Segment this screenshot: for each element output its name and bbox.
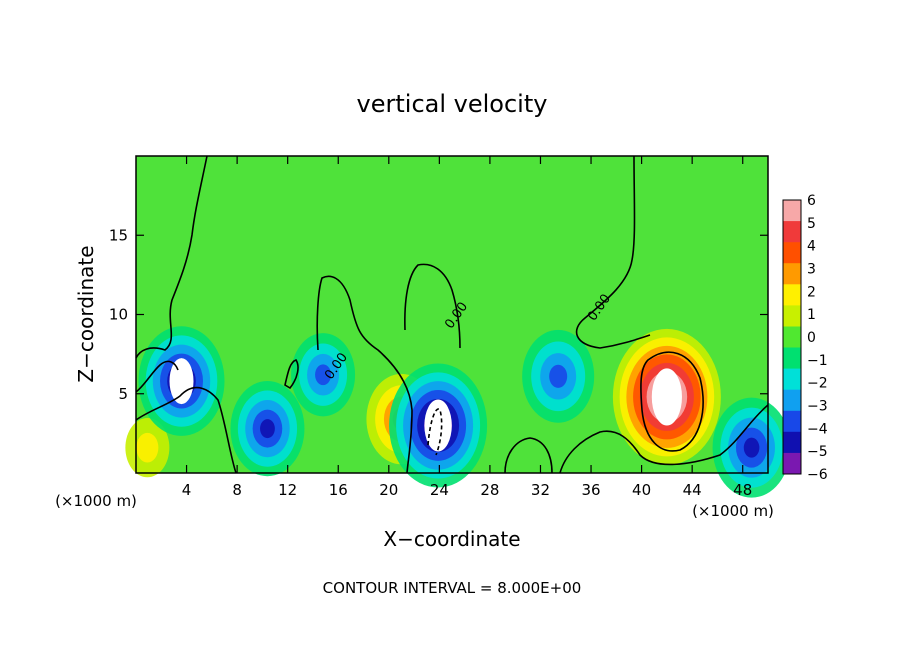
x-tick-label: 8 (232, 481, 242, 499)
colorbar-swatch (783, 410, 801, 433)
heat-blob (138, 326, 225, 436)
heat-level (136, 432, 159, 463)
x-tick-label: 24 (430, 481, 449, 499)
x-tick-label: 28 (480, 481, 499, 499)
heat-blob (612, 328, 721, 465)
heat-blob (389, 363, 488, 488)
x-tick-label: 4 (182, 481, 192, 499)
colorbar-swatch (783, 221, 801, 243)
colorbar-swatch (783, 305, 801, 327)
colorbar-swatch (783, 431, 801, 454)
colorbar-swatch (783, 368, 801, 391)
plot-area: 0.000.00 0.00 (125, 155, 791, 498)
zero-contour-15 (284, 359, 299, 390)
x-unit-right: (×1000 m) (692, 502, 774, 520)
heat-blob (712, 397, 791, 498)
zero-contour-28 (504, 437, 553, 474)
x-tick-label: 44 (683, 481, 702, 499)
heat-level (260, 419, 275, 439)
x-tick-label: 16 (329, 481, 348, 499)
colorbar-tick-label: −3 (807, 399, 828, 415)
heat-level (743, 437, 760, 458)
zero-contour-left-low (135, 386, 237, 474)
heat-blob (291, 333, 356, 417)
y-tick-label: 5 (118, 385, 128, 403)
zero-contour-left-mid (135, 360, 179, 393)
colorbar-tick-label: −1 (807, 353, 828, 369)
colorbar-swatch (783, 200, 801, 222)
colorbar-tick-label: 2 (807, 284, 816, 300)
colorbar-swatch (783, 263, 801, 285)
x-tick-label: 12 (278, 481, 297, 499)
colorbar-swatch (783, 347, 801, 370)
zero-contour-24 (404, 263, 461, 349)
contour-interval-note: CONTOUR INTERVAL = 8.000E+00 (323, 579, 582, 597)
colorbar-tick-label: 0 (807, 330, 816, 346)
zero-contour-16 (316, 275, 413, 474)
colorbar-tick-label: −4 (807, 421, 828, 437)
y-axis-label: Z−coordinate (74, 245, 98, 382)
heatmap-blobs (125, 326, 791, 498)
x-axis: 4 8 12 16 20 24 28 32 36 40 44 48 (182, 156, 752, 499)
y-axis: 5 10 15 (109, 226, 768, 403)
x-tick-label: 20 (379, 481, 398, 499)
y-tick-label: 15 (109, 226, 128, 244)
heat-level (549, 364, 568, 388)
colorbar-swatch (783, 242, 801, 264)
zero-contour-right-low (559, 404, 769, 474)
heat-level (315, 364, 332, 386)
zero-contours (135, 155, 769, 474)
zero-contour-left (135, 155, 208, 359)
y-tick-label: 10 (109, 306, 128, 324)
x-tick-label: 40 (632, 481, 651, 499)
zero-contour-peak-inner (640, 351, 704, 452)
colorbar-frame (782, 199, 802, 475)
chart-title: vertical velocity (357, 90, 548, 118)
x-tick-label: 32 (531, 481, 550, 499)
colorbar-swatch (783, 284, 801, 306)
heat-blob (230, 381, 305, 477)
colorbar-tick-label: 1 (807, 307, 816, 323)
x-tick-label: 36 (581, 481, 600, 499)
colorbar-tick-label: −6 (807, 467, 828, 483)
x-axis-label: X−coordinate (383, 527, 520, 551)
colorbar-tick-label: 3 (807, 262, 816, 278)
zero-contour-right (575, 155, 651, 349)
colorbar-tick-label: −5 (807, 444, 828, 460)
colorbar-tick-label: 5 (807, 216, 816, 232)
colorbar-swatch (783, 389, 801, 412)
x-tick-label: 48 (733, 481, 752, 499)
colorbar-tick-label: 6 (807, 193, 816, 209)
colorbar-tick-label: −2 (807, 376, 828, 392)
colorbar: 6 5 4 3 2 1 0 −1 −2 −3 −4 −5 −6 (782, 193, 828, 483)
heat-core (424, 399, 452, 452)
x-unit-left: (×1000 m) (55, 492, 137, 510)
heat-blob (522, 329, 595, 423)
heat-core (169, 358, 194, 405)
colorbar-tick-label: 4 (807, 239, 816, 255)
colorbar-swatch (783, 452, 801, 475)
heat-core (651, 368, 682, 426)
colorbar-swatch (783, 326, 801, 349)
